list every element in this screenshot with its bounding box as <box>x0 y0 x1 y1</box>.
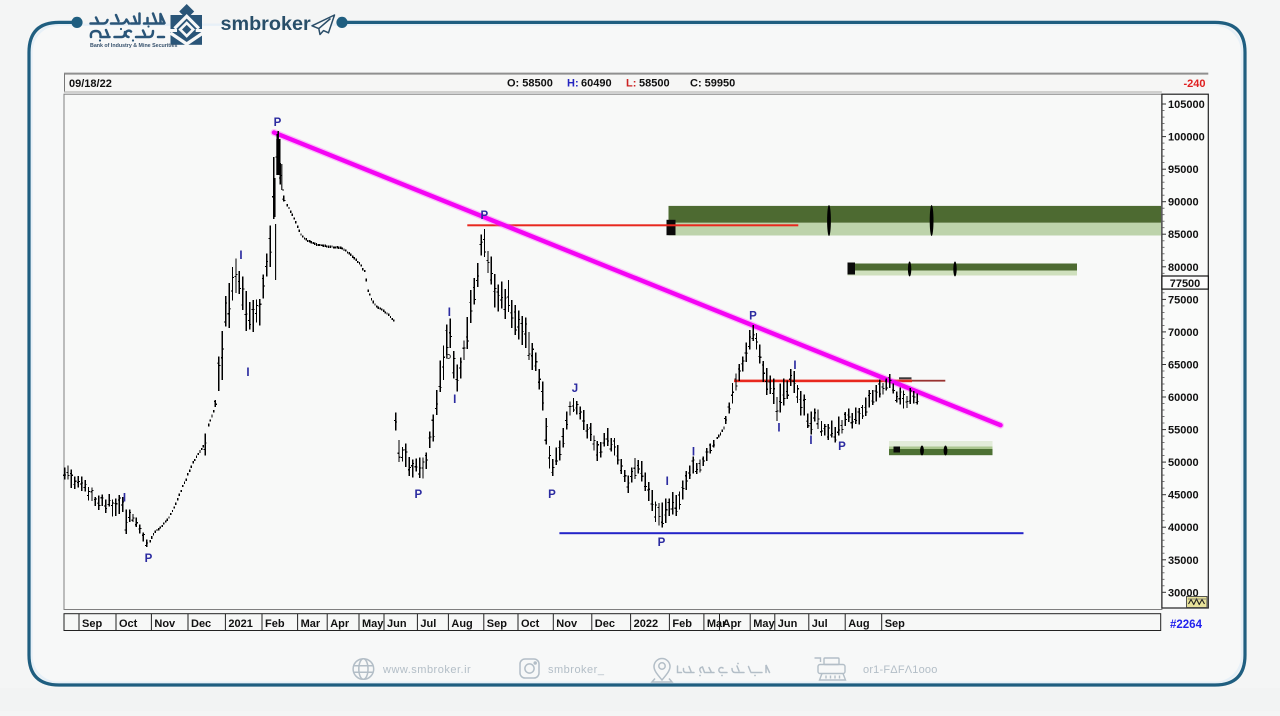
svg-text:40000: 40000 <box>1168 522 1199 534</box>
svg-text:P: P <box>749 311 757 323</box>
svg-text:P: P <box>838 441 846 453</box>
svg-text:P: P <box>548 489 556 501</box>
svg-text:75000: 75000 <box>1168 294 1199 306</box>
svg-text:Sep: Sep <box>82 618 102 630</box>
svg-text:95000: 95000 <box>1168 164 1199 176</box>
svg-text:I: I <box>793 360 796 372</box>
svg-text:70000: 70000 <box>1168 327 1199 339</box>
svg-text:I: I <box>809 435 812 447</box>
svg-text:May: May <box>362 618 384 630</box>
svg-text:Sep: Sep <box>885 618 905 630</box>
svg-text:Mar: Mar <box>301 618 321 630</box>
svg-text:Oct: Oct <box>119 618 138 630</box>
svg-text:55000: 55000 <box>1168 425 1199 437</box>
svg-text:Sep: Sep <box>487 618 507 630</box>
svg-text:Oct: Oct <box>521 618 540 630</box>
svg-text:I: I <box>246 367 249 379</box>
svg-text:Mar: Mar <box>707 618 727 630</box>
svg-text:smbroker: smbroker <box>221 13 311 35</box>
svg-text:I: I <box>777 423 780 435</box>
svg-text:Dec: Dec <box>595 618 615 630</box>
svg-text:Nov: Nov <box>556 618 578 630</box>
svg-text:or1-FΔFΛ1ooo: or1-FΔFΛ1ooo <box>863 664 938 676</box>
svg-text:smbroker_: smbroker_ <box>548 664 605 676</box>
svg-text:105000: 105000 <box>1168 99 1205 111</box>
svg-text:80000: 80000 <box>1168 262 1199 274</box>
svg-text:www.smbroker.ir: www.smbroker.ir <box>382 664 471 676</box>
svg-text:P: P <box>414 489 422 501</box>
svg-text:85000: 85000 <box>1168 229 1199 241</box>
svg-text:#2264: #2264 <box>1170 619 1203 631</box>
svg-text:Aug: Aug <box>848 618 869 630</box>
svg-text:77500: 77500 <box>1170 278 1201 290</box>
svg-text:100000: 100000 <box>1168 132 1205 144</box>
svg-text:09/18/22: 09/18/22 <box>69 78 112 90</box>
svg-text:Feb: Feb <box>265 618 285 630</box>
svg-text:P: P <box>658 537 666 549</box>
svg-text:90000: 90000 <box>1168 197 1199 209</box>
svg-text:Feb: Feb <box>672 618 692 630</box>
svg-text:Aug: Aug <box>451 618 472 630</box>
svg-text:I: I <box>239 250 242 262</box>
svg-text:Jun: Jun <box>387 618 407 630</box>
svg-text:C: 59950: C: 59950 <box>690 78 735 90</box>
svg-text:Bank of Industry & Mine Securi: Bank of Industry & Mine Securities <box>90 43 177 49</box>
svg-text:Apr: Apr <box>330 618 350 630</box>
svg-text:Dec: Dec <box>191 618 211 630</box>
svg-text:50000: 50000 <box>1168 457 1199 469</box>
svg-text:I: I <box>453 394 456 406</box>
svg-text:2022: 2022 <box>634 618 658 630</box>
svg-text:I: I <box>123 493 126 505</box>
svg-text:May: May <box>753 618 775 630</box>
svg-text:P: P <box>274 117 282 129</box>
svg-text:65000: 65000 <box>1168 360 1199 372</box>
svg-text:35000: 35000 <box>1168 555 1199 567</box>
svg-text:I: I <box>666 476 669 488</box>
svg-text:Nov: Nov <box>154 618 176 630</box>
svg-text:I: I <box>448 307 451 319</box>
svg-text:P: P <box>480 210 488 222</box>
svg-text:O: 58500: O: 58500 <box>507 78 553 90</box>
svg-text:P: P <box>145 553 153 565</box>
svg-text:H:: H: <box>567 78 579 90</box>
svg-text:Jun: Jun <box>778 618 798 630</box>
svg-text:J: J <box>572 383 578 395</box>
svg-text:60490: 60490 <box>581 78 612 90</box>
svg-text:Jul: Jul <box>812 618 828 630</box>
svg-text:Jul: Jul <box>420 618 436 630</box>
svg-text:I: I <box>692 447 695 459</box>
svg-text:58500: 58500 <box>639 78 670 90</box>
svg-text:Apr: Apr <box>723 618 743 630</box>
svg-text:L:: L: <box>626 78 636 90</box>
svg-text:2021: 2021 <box>228 618 252 630</box>
svg-text:60000: 60000 <box>1168 392 1199 404</box>
svg-text:-240: -240 <box>1183 78 1205 90</box>
svg-text:45000: 45000 <box>1168 490 1199 502</box>
